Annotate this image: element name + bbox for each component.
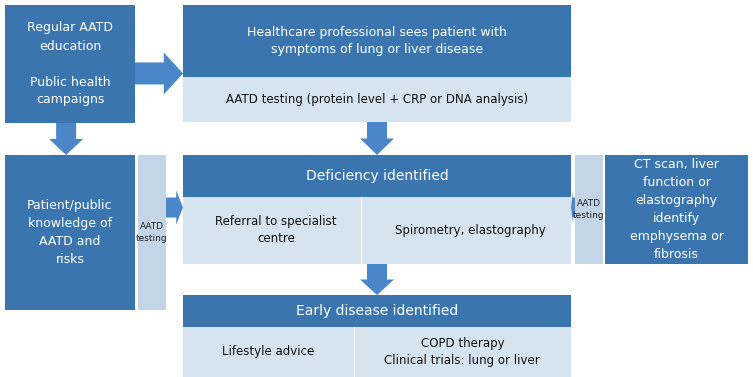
Polygon shape (135, 52, 183, 95)
Bar (183, 327, 571, 377)
Text: Spirometry, elastography: Spirometry, elastography (395, 224, 545, 237)
Text: AATD testing (protein level + CRP or DNA analysis): AATD testing (protein level + CRP or DNA… (226, 93, 528, 106)
Polygon shape (49, 123, 83, 155)
Text: AATD
testing: AATD testing (136, 222, 168, 243)
Polygon shape (360, 264, 394, 295)
Text: Referral to specialist
centre: Referral to specialist centre (215, 216, 337, 245)
Bar (575, 155, 603, 264)
Text: Deficiency identified: Deficiency identified (306, 169, 448, 183)
Bar (5, 5, 135, 123)
Text: Patient/public
knowledge of
AATD and
risks: Patient/public knowledge of AATD and ris… (27, 199, 113, 266)
Bar (183, 295, 571, 327)
Bar (183, 5, 571, 77)
Bar (605, 155, 748, 264)
Polygon shape (571, 190, 575, 224)
Bar (183, 197, 571, 264)
Text: Regular AATD
education

Public health
campaigns: Regular AATD education Public health cam… (27, 21, 113, 106)
Text: CT scan, liver
function or
elastography
identify
emphysema or
fibrosis: CT scan, liver function or elastography … (630, 158, 724, 261)
Polygon shape (166, 190, 183, 224)
Text: Healthcare professional sees patient with
symptoms of lung or liver disease: Healthcare professional sees patient wit… (247, 26, 507, 56)
Text: Lifestyle advice: Lifestyle advice (222, 345, 315, 359)
Bar (5, 155, 135, 310)
Bar (183, 155, 571, 197)
Text: Early disease identified: Early disease identified (296, 304, 458, 318)
Text: COPD therapy
Clinical trials: lung or liver: COPD therapy Clinical trials: lung or li… (385, 337, 540, 367)
Bar (138, 155, 166, 310)
Text: AATD
testing: AATD testing (573, 199, 605, 220)
Bar (183, 77, 571, 122)
Polygon shape (360, 122, 394, 155)
